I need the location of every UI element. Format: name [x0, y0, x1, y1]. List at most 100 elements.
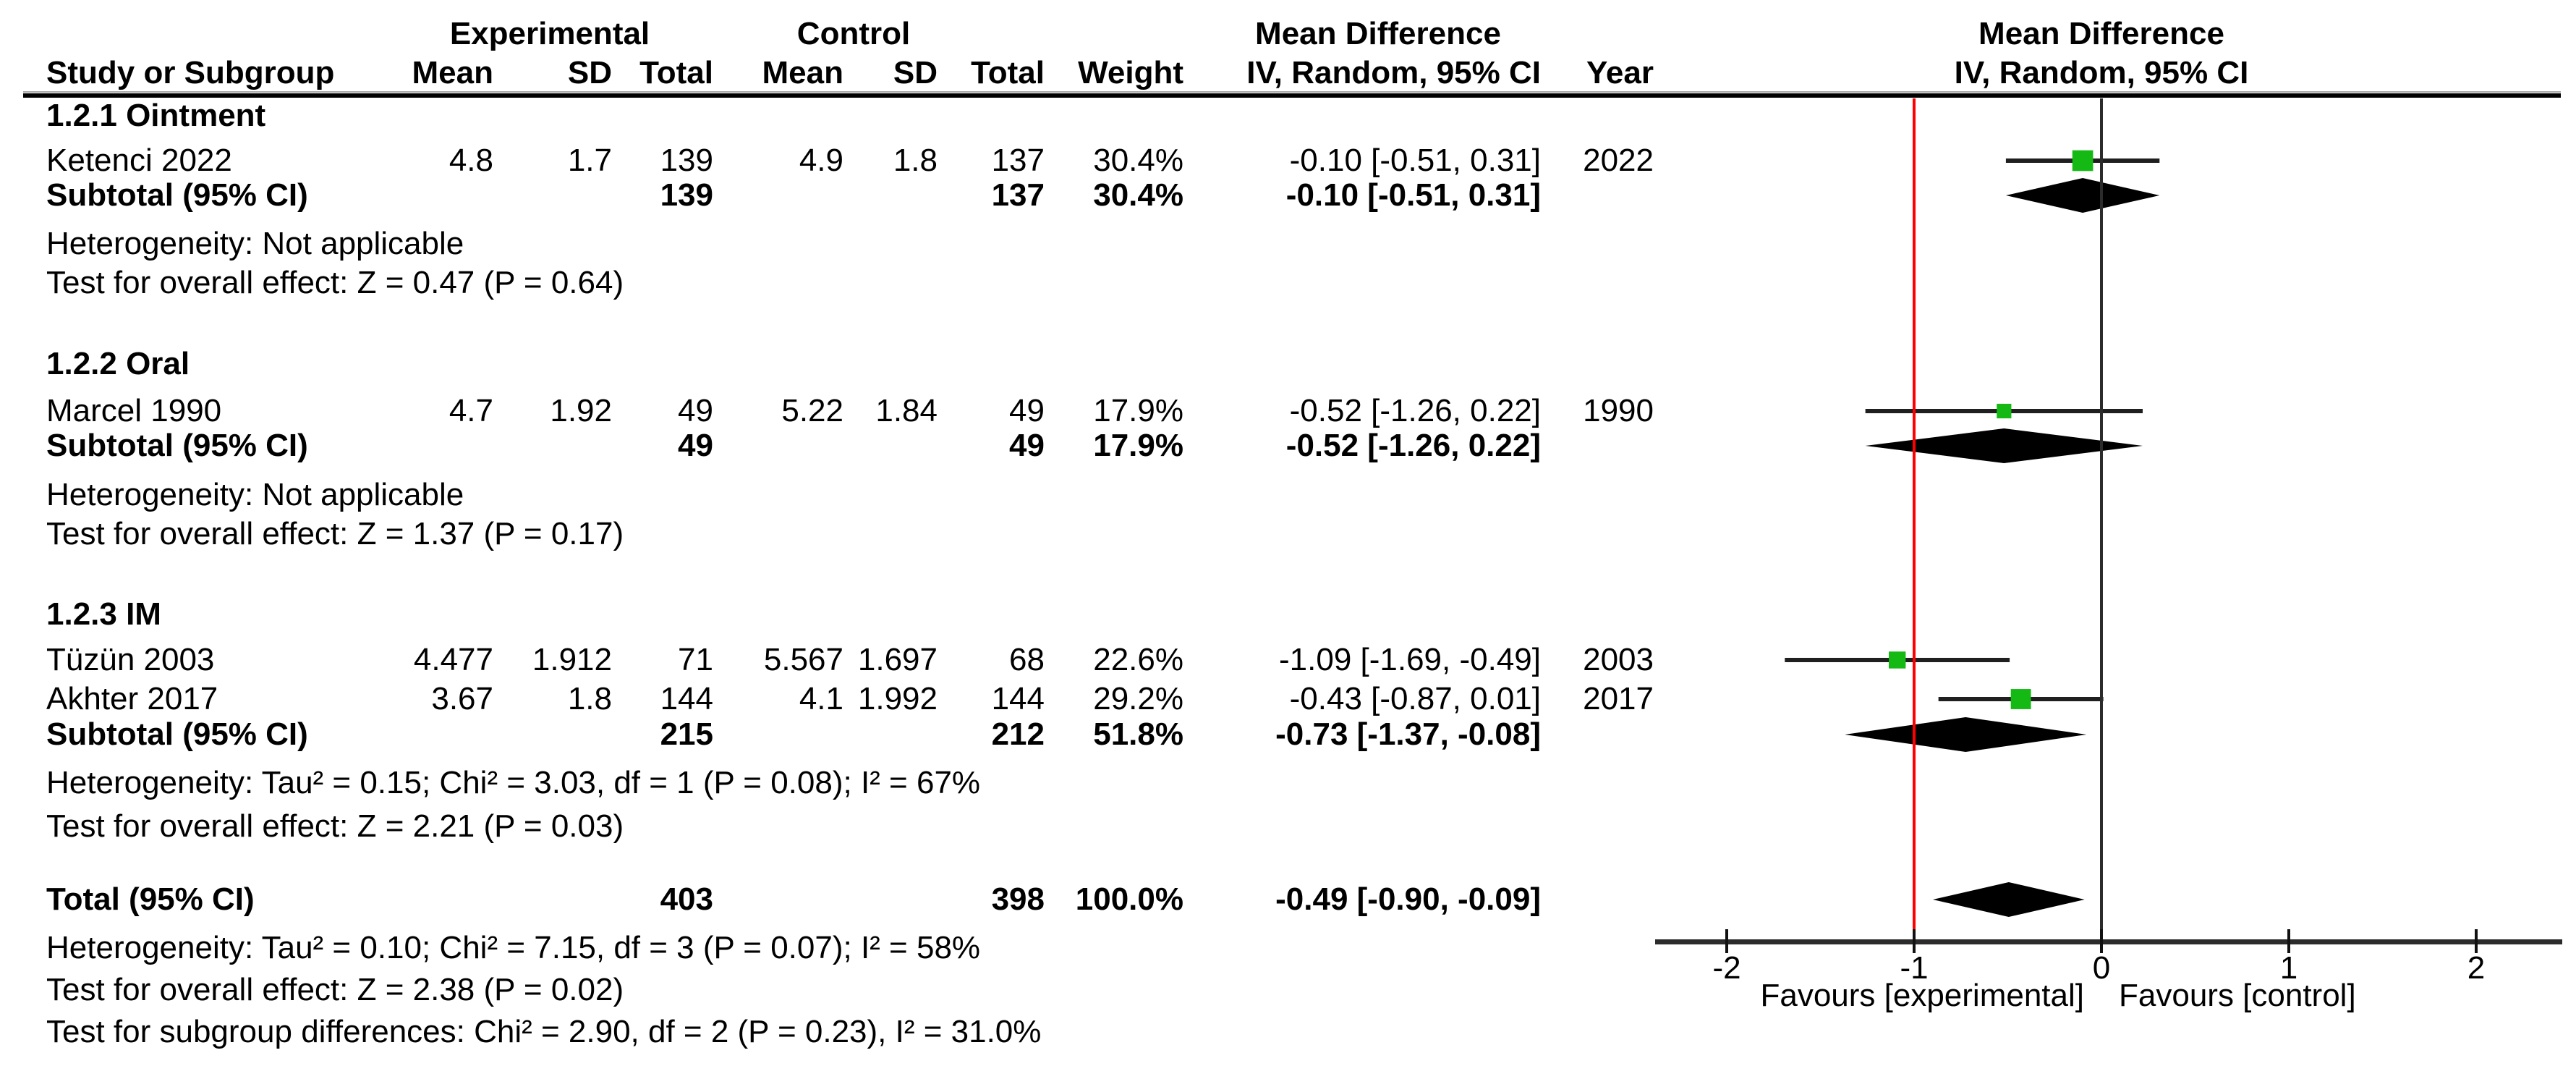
overall-effect-text-1: Test for overall effect: Z = 1.37 (P = 0… — [46, 516, 624, 551]
ctrl-mean-t-z-n-2003: 5.567 — [763, 642, 843, 677]
col-header-exp-mean: Mean — [412, 55, 493, 90]
col-header-exp-total: Total — [639, 55, 713, 90]
year-marcel-1990: 1990 — [1583, 393, 1654, 428]
total-label: Total (95% CI) — [46, 881, 255, 917]
ctrl-sd-marcel-1990: 1.84 — [875, 393, 938, 428]
subtotal-diamond-1 — [1865, 428, 2143, 463]
col-header-ctrl-sd: SD — [893, 55, 938, 90]
weight-t-z-n-2003: 22.6% — [1093, 642, 1183, 677]
exp-mean-akhter-2017: 3.67 — [431, 681, 493, 716]
ctrl-mean-akhter-2017: 4.1 — [799, 681, 843, 716]
study-name-akhter-2017: Akhter 2017 — [46, 681, 218, 716]
heterogeneity-text-2: Heterogeneity: Tau² = 0.15; Chi² = 3.03,… — [46, 765, 981, 800]
overall-effect-text-2: Test for overall effect: Z = 2.21 (P = 0… — [46, 808, 624, 844]
x-axis-line — [1655, 939, 2562, 944]
exp-mean-marcel-1990: 4.7 — [449, 393, 493, 428]
study-name-marcel-1990: Marcel 1990 — [46, 393, 222, 428]
total-ctrl-total: 398 — [991, 881, 1045, 917]
subtotal-ctrl-total-0: 137 — [991, 177, 1045, 213]
ctrl-total-t-z-n-2003: 68 — [1009, 642, 1045, 677]
header-separator-thick — [23, 93, 2561, 98]
col-group-control: Control — [796, 16, 911, 51]
subtotal-exp-total-1: 49 — [678, 428, 713, 463]
exp-sd-t-z-n-2003: 1.912 — [532, 642, 612, 677]
exp-sd-ketenci-2022: 1.7 — [567, 143, 612, 178]
x-axis-tick-2 — [2475, 929, 2478, 953]
x-axis-tick--2 — [1725, 929, 1728, 953]
col-header-weight: Weight — [1078, 55, 1183, 90]
exp-total-t-z-n-2003: 71 — [678, 642, 713, 677]
subtotal-diamond-0 — [2005, 178, 2160, 213]
weight-akhter-2017: 29.2% — [1093, 681, 1183, 716]
effect-square-ketenci-2022 — [2072, 150, 2093, 172]
ctrl-total-marcel-1990: 49 — [1009, 393, 1045, 428]
col-header-study: Study or Subgroup — [46, 55, 335, 90]
exp-sd-akhter-2017: 1.8 — [567, 681, 612, 716]
subgroup-label: 1.2.2 Oral — [46, 346, 190, 381]
plot-header-method: IV, Random, 95% CI — [1954, 55, 2249, 90]
ci-text-akhter-2017: -0.43 [-0.87, 0.01] — [1289, 681, 1541, 716]
favours-experimental-label: Favours [experimental] — [1760, 978, 2084, 1013]
subgroup-label: 1.2.1 Ointment — [46, 98, 266, 133]
ci-text-t-z-n-2003: -1.09 [-1.69, -0.49] — [1279, 642, 1541, 677]
ctrl-mean-marcel-1990: 5.22 — [781, 393, 843, 428]
total-overall-effect-text: Test for overall effect: Z = 2.38 (P = 0… — [46, 972, 624, 1007]
ctrl-sd-ketenci-2022: 1.8 — [893, 143, 938, 178]
favours-control-label: Favours [control] — [2119, 978, 2356, 1013]
subtotal-ci-text-2: -0.73 [-1.37, -0.08] — [1275, 716, 1541, 752]
effect-square-t-z-n-2003 — [1889, 651, 1906, 669]
weight-marcel-1990: 17.9% — [1093, 393, 1183, 428]
total-ci-text: -0.49 [-0.90, -0.09] — [1275, 881, 1541, 917]
col-group-mean-difference: Mean Difference — [1255, 16, 1501, 51]
x-axis-tick-label--2: -2 — [1712, 950, 1741, 986]
subtotal-ci-text-0: -0.10 [-0.51, 0.31] — [1285, 177, 1541, 213]
ctrl-mean-ketenci-2022: 4.9 — [799, 143, 843, 178]
year-akhter-2017: 2017 — [1583, 681, 1654, 716]
subtotal-exp-total-2: 215 — [660, 716, 713, 752]
exp-total-akhter-2017: 144 — [660, 681, 713, 716]
year-ketenci-2022: 2022 — [1583, 143, 1654, 178]
col-header-ctrl-total: Total — [971, 55, 1045, 90]
zero-line — [2100, 98, 2103, 939]
subtotal-diamond-2 — [1845, 717, 2087, 752]
subtotal-exp-total-0: 139 — [660, 177, 713, 213]
ci-text-marcel-1990: -0.52 [-1.26, 0.22] — [1289, 393, 1541, 428]
header-separator-thin — [23, 91, 2561, 93]
year-t-z-n-2003: 2003 — [1583, 642, 1654, 677]
ctrl-total-akhter-2017: 144 — [991, 681, 1045, 716]
col-header-method: IV, Random, 95% CI — [1246, 55, 1541, 90]
reference-line — [1913, 98, 1916, 939]
subtotal-weight-1: 17.9% — [1093, 428, 1183, 463]
x-axis-tick-label-0: 0 — [2092, 950, 2111, 986]
ctrl-sd-t-z-n-2003: 1.697 — [857, 642, 938, 677]
x-axis-tick-1 — [2287, 929, 2290, 953]
col-header-exp-sd: SD — [567, 55, 612, 90]
plot-header-mean-difference: Mean Difference — [1978, 16, 2224, 51]
exp-mean-ketenci-2022: 4.8 — [449, 143, 493, 178]
col-group-experimental: Experimental — [449, 16, 650, 51]
subtotal-label-0: Subtotal (95% CI) — [46, 177, 308, 213]
subtotal-ctrl-total-2: 212 — [991, 716, 1045, 752]
exp-total-marcel-1990: 49 — [678, 393, 713, 428]
total-exp-total: 403 — [660, 881, 713, 917]
ci-text-ketenci-2022: -0.10 [-0.51, 0.31] — [1289, 143, 1541, 178]
subgroup-differences-text: Test for subgroup differences: Chi² = 2.… — [46, 1014, 1042, 1049]
total-weight: 100.0% — [1075, 881, 1183, 917]
effect-square-marcel-1990 — [1997, 403, 2012, 419]
study-name-ketenci-2022: Ketenci 2022 — [46, 143, 232, 178]
exp-mean-t-z-n-2003: 4.477 — [413, 642, 493, 677]
exp-sd-marcel-1990: 1.92 — [550, 393, 612, 428]
study-name-t-z-n-2003: Tüzün 2003 — [46, 642, 215, 677]
x-axis-tick--1 — [1913, 929, 1916, 953]
heterogeneity-text-0: Heterogeneity: Not applicable — [46, 226, 464, 261]
subtotal-weight-0: 30.4% — [1093, 177, 1183, 213]
x-axis-tick-label-1: 1 — [2279, 950, 2298, 986]
col-header-ctrl-mean: Mean — [762, 55, 843, 90]
subtotal-ctrl-total-1: 49 — [1009, 428, 1045, 463]
subtotal-label-1: Subtotal (95% CI) — [46, 428, 308, 463]
x-axis-tick-label-2: 2 — [2467, 950, 2486, 986]
weight-ketenci-2022: 30.4% — [1093, 143, 1183, 178]
heterogeneity-text-1: Heterogeneity: Not applicable — [46, 477, 464, 512]
subgroup-label: 1.2.3 IM — [46, 596, 161, 632]
